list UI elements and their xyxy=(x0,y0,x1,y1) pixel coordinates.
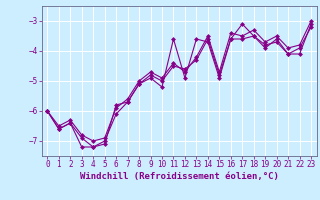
X-axis label: Windchill (Refroidissement éolien,°C): Windchill (Refroidissement éolien,°C) xyxy=(80,172,279,181)
